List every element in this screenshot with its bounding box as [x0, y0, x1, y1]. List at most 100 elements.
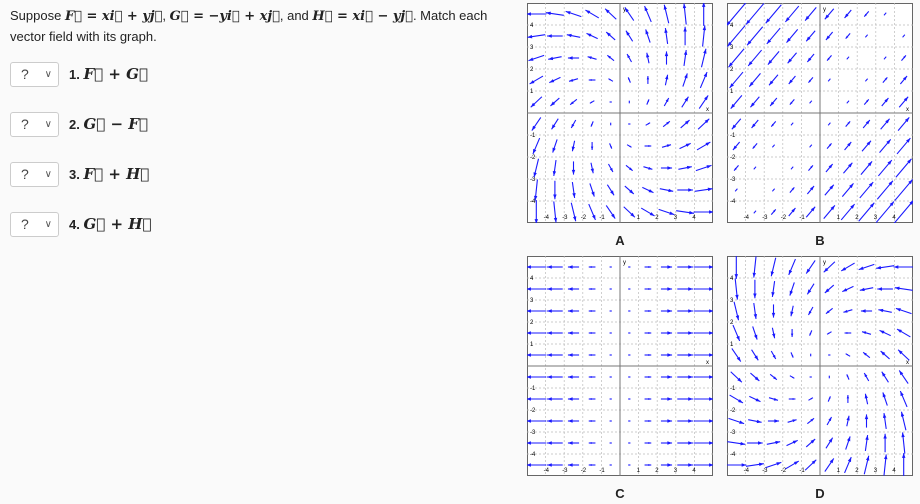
select-value: ? [21, 166, 29, 182]
field-arrow [767, 51, 780, 65]
field-arrow [788, 75, 796, 85]
vector-field-graph-A: -4 -3 -2 -1 1 2 3 4 -4 -3 -2 -1 1 2 3 4 x y [526, 2, 714, 224]
field-arrow [845, 436, 851, 450]
field-arrow [677, 419, 693, 423]
y-tick-label: 2 [530, 67, 534, 73]
field-arrow [824, 184, 835, 196]
field-arrow [660, 419, 673, 423]
field-arrow [660, 166, 673, 170]
field-arrow [789, 282, 795, 296]
field-arrow [752, 326, 758, 340]
field-arrow [644, 463, 652, 467]
field-arrow [677, 397, 693, 401]
y-tick-label: 2 [730, 67, 734, 73]
field-arrow [789, 99, 795, 105]
field-arrow [644, 265, 652, 269]
field-arrow [628, 442, 631, 444]
x-tick-label: 3 [674, 468, 678, 474]
field-arrow [883, 454, 888, 476]
field-arrow [547, 309, 563, 313]
field-arrow [526, 441, 547, 445]
field-arrow [753, 210, 757, 214]
field-arrow [693, 419, 714, 423]
field-arrow [732, 324, 741, 342]
answer-select[interactable]: ? ∨ [10, 211, 59, 237]
field-arrow [698, 95, 709, 109]
field-arrow [628, 420, 631, 422]
field-arrow [726, 25, 746, 47]
x-tick-label: -1 [799, 468, 805, 474]
field-arrow [844, 456, 852, 474]
field-arrow [842, 285, 854, 293]
field-arrow [728, 417, 745, 425]
field-arrow [787, 419, 797, 423]
field-arrow [693, 265, 714, 269]
field-arrow [683, 26, 687, 46]
field-arrow [746, 26, 764, 46]
y-tick-label: -3 [530, 177, 536, 183]
match-item-3: ? ∨ 3. F⃗ + H⃗ [10, 161, 149, 187]
field-arrow [693, 375, 714, 379]
field-arrow [682, 3, 687, 25]
y-axis-label: y [623, 7, 626, 13]
field-arrow [628, 332, 631, 334]
field-arrow [745, 462, 764, 467]
field-arrow [771, 304, 776, 318]
x-tick-label: -2 [581, 468, 587, 474]
field-arrow [807, 306, 814, 316]
field-arrow [786, 29, 799, 43]
field-arrow [526, 353, 547, 357]
field-arrow [768, 397, 779, 401]
chevron-down-icon: ∨ [44, 118, 52, 130]
x-tick-label: -1 [599, 215, 605, 221]
graph-label-B: B [815, 233, 825, 248]
vector-field-graph-B: -4 -3 -2 -1 1 2 3 4 -4 -3 -2 -1 1 2 3 4 x y [725, 1, 915, 225]
item-number: 4. [69, 217, 80, 232]
x-tick-label: -2 [781, 468, 787, 474]
vector-field-graph-D: -4 -3 -2 -1 1 2 3 4 -4 -3 -2 -1 1 2 3 4 x y [726, 255, 914, 477]
field-arrow [844, 141, 852, 151]
field-arrow [702, 25, 707, 47]
field-arrow [570, 119, 577, 129]
y-tick-label: 4 [730, 276, 734, 282]
field-arrow [827, 396, 831, 402]
field-arrow [700, 48, 707, 68]
y-tick-label: 2 [730, 320, 734, 326]
y-tick-label: 2 [530, 320, 534, 326]
match-item-4: ? ∨ 4. G⃗ + H⃗ [10, 211, 151, 237]
y-tick-label: -2 [530, 155, 536, 161]
field-arrow [699, 71, 708, 89]
field-arrow [526, 265, 547, 269]
field-arrow [663, 4, 670, 24]
field-arrow [609, 420, 612, 422]
x-tick-label: 2 [855, 468, 859, 474]
answer-select[interactable]: ? ∨ [10, 161, 59, 187]
vector-field-graph-C: -4 -3 -2 -1 1 2 3 4 -4 -3 -2 -1 1 2 3 4 x y [526, 256, 714, 476]
field-arrow [894, 286, 913, 291]
y-tick-label: -2 [530, 408, 536, 414]
field-arrow [862, 119, 871, 129]
field-arrow [625, 30, 634, 42]
field-arrow [660, 375, 673, 379]
y-tick-label: -4 [530, 452, 536, 458]
x-tick-label: -4 [744, 215, 750, 221]
item-label: 2. G⃗ − F⃗ [69, 115, 148, 133]
field-arrow [693, 463, 714, 467]
field-arrow [770, 350, 777, 360]
answer-select[interactable]: ? ∨ [10, 61, 59, 87]
vector-field-plot: -4 -3 -2 -1 1 2 3 4 -4 -3 -2 -1 1 2 3 4 x y [725, 1, 915, 225]
field-arrow [810, 353, 812, 357]
field-arrow [804, 7, 817, 21]
answer-select[interactable]: ? ∨ [10, 111, 59, 137]
field-arrow [771, 188, 776, 192]
item-number: 2. [69, 117, 80, 132]
field-arrow [879, 329, 891, 337]
field-arrow [902, 34, 906, 38]
field-arrow [807, 417, 815, 425]
field-arrow [805, 260, 816, 274]
field-arrow [788, 207, 796, 217]
field-arrow [809, 144, 813, 148]
field-arrow [861, 140, 872, 152]
y-tick-label: 1 [730, 342, 734, 348]
field-arrow [809, 100, 813, 104]
